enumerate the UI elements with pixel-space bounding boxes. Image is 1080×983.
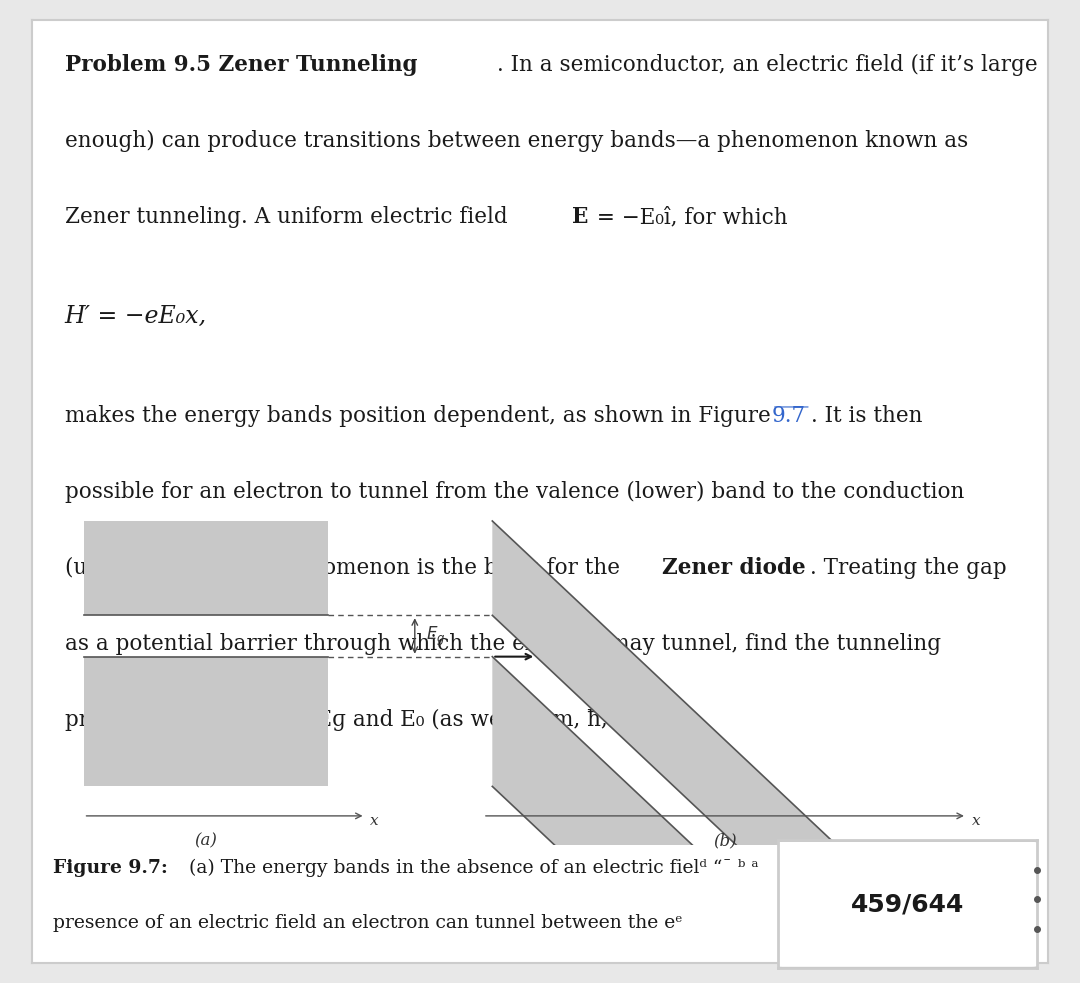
- Text: enough) can produce transitions between energy bands—a phenomenon known as: enough) can produce transitions between …: [65, 130, 968, 152]
- Text: presence of an electric field an electron can tunnel between the eᵉ: presence of an electric field an electro…: [53, 914, 683, 932]
- Bar: [83, 657, 328, 786]
- Text: . In a semiconductor, an electric field (if it’s large: . In a semiconductor, an electric field …: [497, 54, 1038, 76]
- Text: Problem 9.5 Zener Tunneling: Problem 9.5 Zener Tunneling: [65, 54, 417, 76]
- Text: Figure 9.7:: Figure 9.7:: [53, 859, 167, 877]
- Text: Zener diode: Zener diode: [662, 556, 806, 579]
- Text: as a potential barrier through which the electron may tunnel, find the tunneling: as a potential barrier through which the…: [65, 633, 941, 655]
- FancyBboxPatch shape: [770, 840, 1044, 968]
- Text: (upper) band; this phenomenon is the basis for the: (upper) band; this phenomenon is the bas…: [65, 556, 626, 579]
- Text: $E_g$: $E_g$: [427, 624, 446, 648]
- Text: = −E₀î, for which: = −E₀î, for which: [591, 206, 788, 228]
- Text: makes the energy bands position dependent, as shown in Figure: makes the energy bands position dependen…: [65, 405, 778, 427]
- Text: possible for an electron to tunnel from the valence (lower) band to the conducti: possible for an electron to tunnel from …: [65, 481, 964, 502]
- Text: probability in terms of Eɡ and E₀ (as well as m, ħ, e).: probability in terms of Eɡ and E₀ (as we…: [65, 710, 643, 731]
- Text: (a): (a): [194, 833, 217, 849]
- Text: 459/644: 459/644: [851, 893, 963, 916]
- Text: (b): (b): [713, 833, 737, 849]
- Text: H′ = −eE₀x,: H′ = −eE₀x,: [65, 306, 207, 328]
- Text: E: E: [572, 206, 589, 228]
- Polygon shape: [492, 657, 958, 983]
- Text: x: x: [972, 814, 981, 828]
- Bar: [83, 521, 328, 615]
- Text: Zener tunneling. A uniform electric field: Zener tunneling. A uniform electric fiel…: [65, 206, 514, 228]
- Text: 9.7: 9.7: [772, 405, 806, 427]
- Text: (a) The energy bands in the absence of an electric fielᵈ “ˉ ᵇ ᵃ: (a) The energy bands in the absence of a…: [183, 859, 758, 877]
- Text: x: x: [370, 814, 379, 828]
- Text: . It is then: . It is then: [811, 405, 922, 427]
- Polygon shape: [492, 521, 958, 983]
- Text: . Treating the gap: . Treating the gap: [810, 556, 1007, 579]
